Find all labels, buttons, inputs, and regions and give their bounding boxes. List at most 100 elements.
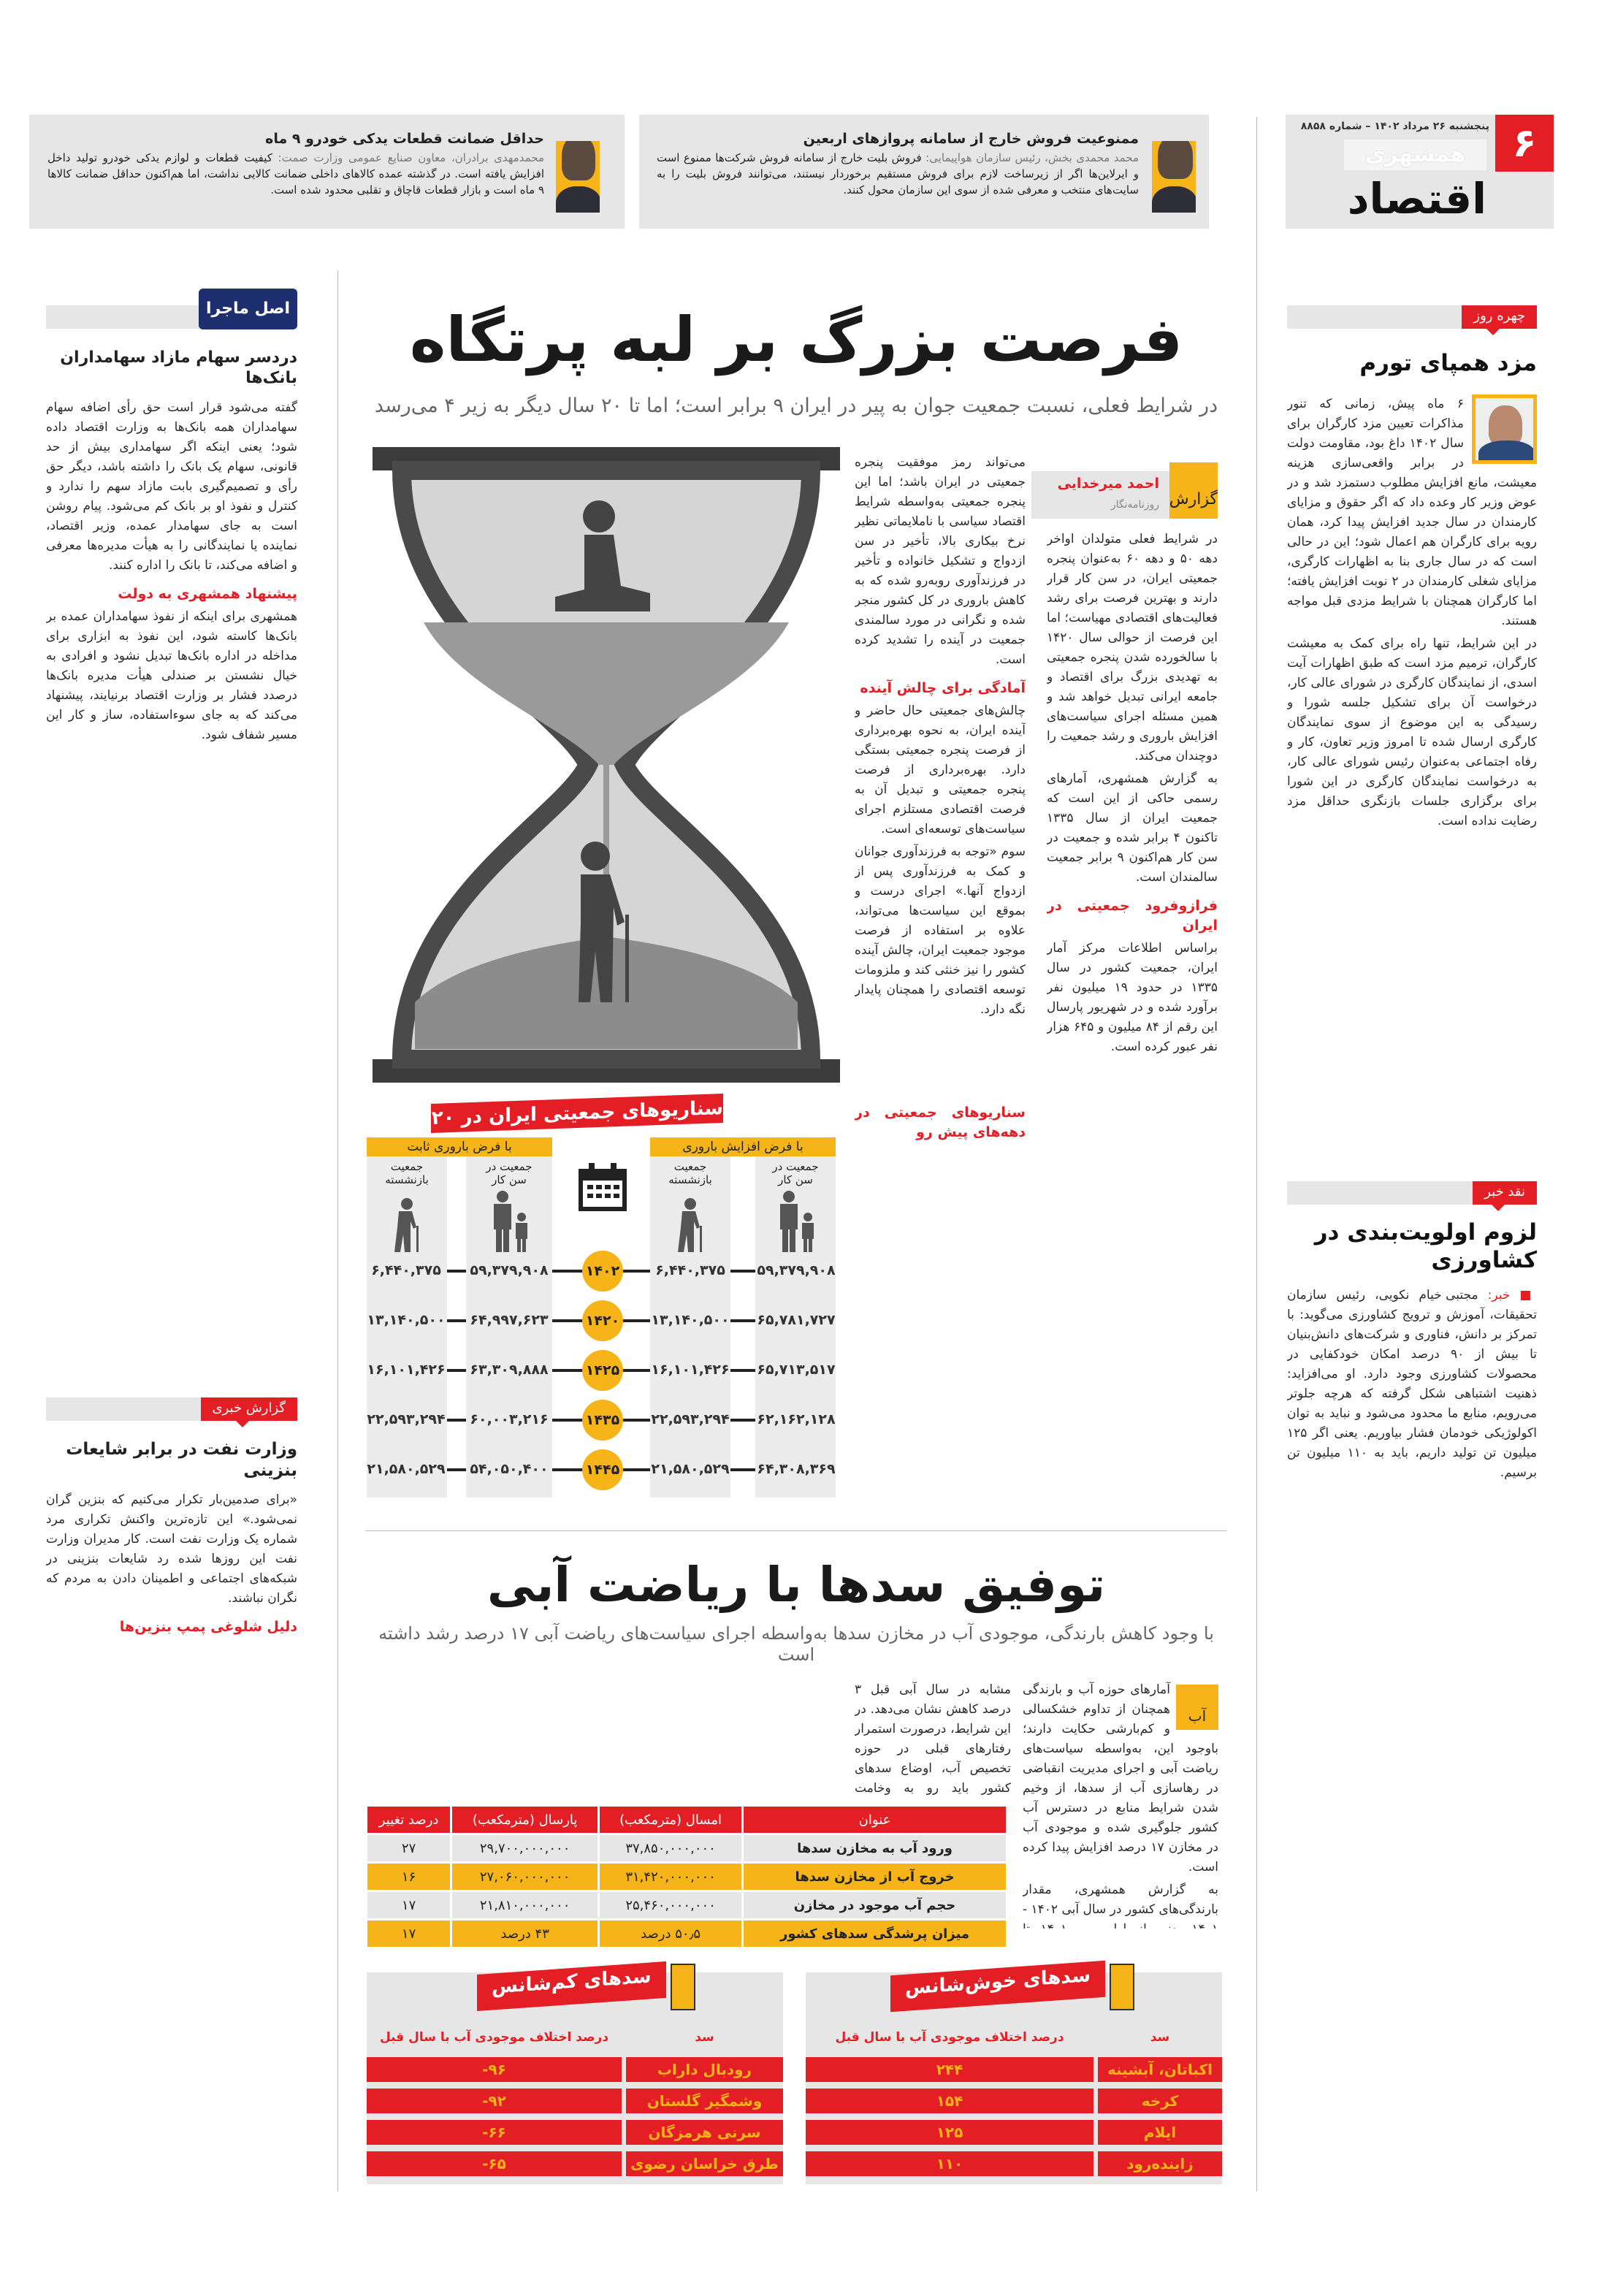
speaker-photo	[556, 141, 600, 213]
subheading: سناریوهای جمعیتی در دهه‌های پیش رو	[855, 1105, 1026, 1140]
label-text: گزارش خبری	[200, 1397, 297, 1427]
retired-value: ۶,۴۴۰,۳۷۵	[655, 1262, 725, 1278]
dam-change-value: -۶۶	[367, 2120, 622, 2145]
water-headline: توفیق سدها با ریاضت آبی	[486, 1557, 1106, 1613]
connector-line	[730, 1319, 755, 1322]
table-row: حجم آب موجود در مخازن ۲۵,۴۶۰,۰۰۰,۰۰۰ ۲۱,۸۱…	[367, 1892, 1006, 1918]
unlucky-dams-table: سدهای کم‌شانس سد درصد اختلاف موجودی آب ب…	[367, 1961, 783, 2184]
section-title: وزارت نفت در برابر شایعات بنزینی	[66, 1440, 297, 1480]
working-age-value: ۵۴,۰۵۰,۴۰۰	[470, 1461, 549, 1477]
elderly-figure-icon	[579, 842, 629, 1002]
quote-title: ممنوعیت فروش خارج از سامانه پروازهای ارب…	[803, 131, 1139, 147]
working-age-value: ۶۵,۷۱۳,۵۱۷	[757, 1362, 836, 1378]
seated-figure-icon	[555, 500, 650, 611]
lucky-dams-title: سدهای خوش‌شانس	[890, 1960, 1105, 2013]
working-age-value: ۶۳,۳۰۹,۸۸۸	[470, 1362, 549, 1378]
dam-name: ایلام	[1098, 2120, 1222, 2145]
paragraph: می‌تواند رمز موفقیت پنجره جمعیتی در ایرا…	[855, 455, 1026, 667]
article-column: گفته می‌شود قرار است حق رأی اضافه سهام س…	[46, 398, 297, 1377]
working-age-value: ۶۴,۹۹۷,۶۲۳	[470, 1312, 549, 1328]
article-column: ■ خبر: مجتبی خیام نکویی، رئیس سازمان تحق…	[1287, 1288, 1537, 1480]
article-column: ۶ ماه پیش، زمانی که تنور مذاکرات تعیین م…	[1287, 394, 1537, 1125]
table-cell: خروج آب از مخازن سدها	[744, 1864, 1006, 1890]
page-number-box: ۶	[1495, 115, 1554, 172]
water-stats-table: عنوان امسال (مترمکعب) پارسال (مترمکعب) درصد…	[365, 1804, 1008, 1949]
table-cell: ورود آب به مخازن سدها	[744, 1835, 1006, 1861]
year-badge: ۱۴۲۰	[582, 1300, 623, 1341]
year-badge: ۱۴۴۵	[582, 1449, 623, 1490]
quote-text: فروش بلیت خارج از سامانه فروش شرکت‌ها مم…	[657, 151, 1139, 197]
scenario-increase-header: با فرض افزایش باروری	[650, 1137, 836, 1156]
brand-main-logo: اقتصاد	[1347, 174, 1488, 224]
paragraph: آمارهای حوزه آب و بارندگی همچنان از تداو…	[1023, 1682, 1218, 1874]
paragraph: گفته می‌شود قرار است حق رأی اضافه سهام س…	[46, 400, 297, 573]
page-number: ۶	[1512, 120, 1537, 166]
hourglass-illustration	[373, 447, 840, 1083]
paragraph: سوم «توجه به فرزندآوری جوانان و کمک به ف…	[855, 844, 1026, 1017]
table-row: ورود آب به مخازن سدها ۳۷,۸۵۰,۰۰۰,۰۰۰ ۲۹,۷۰…	[367, 1835, 1006, 1861]
table-cell: ۱۷	[367, 1921, 451, 1947]
table-cell: ۱۶	[367, 1864, 451, 1890]
column-header: جمعیت بازنشسته	[668, 1160, 712, 1186]
retired-value: ۲۱,۵۸۰,۵۲۹	[651, 1461, 730, 1477]
dam-change-value: -۹۲	[367, 2089, 622, 2113]
section-label: چهره روز	[1287, 305, 1537, 335]
retired-value: ۶,۴۴۰,۳۷۵	[371, 1262, 441, 1278]
connector-line	[730, 1419, 755, 1422]
dam-change-value: ۱۵۴	[806, 2089, 1093, 2113]
article-column: در شرایط فعلی متولدان اواخر دهه ۵۰ و دهه…	[1047, 530, 1218, 1088]
connector-line	[552, 1468, 579, 1471]
top-quote-box: ممنوعیت فروش خارج از سامانه پروازهای ارب…	[639, 115, 1209, 229]
article-column: آب آمارهای حوزه آب و بارندگی همچنان از ت…	[1023, 1680, 1218, 1929]
column-header: جمعیت در سن کار	[772, 1160, 819, 1186]
dam-name: اکباتان، آبشینه	[1098, 2057, 1222, 2082]
water-subtitle: با وجود کاهش بارندگی، موجودی آب در مخازن…	[378, 1623, 1214, 1665]
table-cell: حجم آب موجود در مخازن	[744, 1892, 1006, 1918]
column-header: جمعیت در سن کار	[486, 1160, 533, 1186]
kicker-label: گزارش	[1169, 462, 1218, 519]
table-cell: ۴۳ درصد	[452, 1921, 598, 1947]
column-divider	[337, 270, 338, 2192]
retired-value: ۲۱,۵۸۰,۵۲۹	[367, 1461, 446, 1477]
article-column: می‌تواند رمز موفقیت پنجره جمعیتی در ایرا…	[855, 453, 1026, 1088]
retired-value: ۱۶,۱۰۱,۴۲۶	[367, 1362, 446, 1378]
paragraph: در شرایط فعلی متولدان اواخر دهه ۵۰ و دهه…	[1047, 532, 1218, 763]
top-quote-box: حداقل ضمانت قطعات یدکی خودرو ۹ ماه محمدم…	[29, 115, 625, 229]
working-age-value: ۶۵,۷۸۱,۷۲۷	[757, 1312, 836, 1328]
kicker-label: آب	[1176, 1685, 1218, 1730]
table-row: میزان پرشدگی سدهای کشور ۵۰٫۵ درصد ۴۳ درصد ۱…	[367, 1921, 1006, 1947]
section-title: دردسر سهام مازاد سهامداران بانک‌ها	[60, 348, 297, 387]
table-cell: ۲۷	[367, 1835, 451, 1861]
dam-name: سرنی هرمزگان	[626, 2120, 783, 2145]
label-text: نقد خبر	[1473, 1181, 1537, 1211]
asl-majara-logo: اصل ماجرا	[199, 289, 297, 329]
connector-line	[447, 1468, 466, 1471]
table-cell: ۳۱,۴۲۰,۰۰۰,۰۰۰	[600, 1864, 742, 1890]
column-header: جمعیت بازنشسته	[385, 1160, 429, 1186]
dam-icon	[1110, 1964, 1134, 2010]
paragraph: مجتبی خیام نکویی، رئیس سازمان تحقیقات، آ…	[1287, 1288, 1537, 1480]
subheading: آمادگی برای چالش آینده	[860, 680, 1026, 696]
subheading: دلیل شلوغی پمپ بنزین‌ها	[119, 1619, 297, 1635]
connector-line	[730, 1468, 755, 1471]
connector-line	[447, 1419, 466, 1422]
column-header: درصد تغییر	[367, 1807, 451, 1833]
subheading: پیشنهاد همشهری به دولت	[118, 586, 297, 602]
quote-text: کیفیت قطعات و لوازم یدکی خودرو تولید داخ…	[47, 151, 544, 197]
infographic-title: سناریوهای جمعیتی ایران در ۱۴۲۰	[408, 1094, 723, 1133]
working-age-people-icon	[494, 1191, 527, 1252]
column-header: عنوان	[744, 1807, 1006, 1833]
table-header-row: عنوان امسال (مترمکعب) پارسال (مترمکعب) درصد…	[367, 1807, 1006, 1833]
dam-change-value: ۲۴۴	[806, 2057, 1093, 2082]
masthead: ۶ پنجشنبه ۲۶ مرداد ۱۴۰۲ – شماره ۸۸۵۸ همش…	[1286, 115, 1554, 229]
issue-date: پنجشنبه ۲۶ مرداد ۱۴۰۲ – شماره ۸۸۵۸	[1300, 121, 1489, 132]
main-subtitle: در شرایط فعلی، نسبت جمعیت جوان به پیر در…	[374, 394, 1218, 417]
retired-person-icon	[678, 1198, 702, 1252]
column-divider	[1256, 117, 1257, 2192]
retired-person-icon	[394, 1198, 419, 1252]
paragraph: ۶ ماه پیش، زمانی که تنور مذاکرات تعیین م…	[1287, 397, 1537, 628]
article-column: «برای صدمین‌بار تکرار می‌کنیم که بنزین گ…	[46, 1490, 297, 2184]
year-badge: ۱۴۲۵	[582, 1350, 623, 1391]
brand-top-logo: همشهری	[1344, 140, 1486, 170]
lucky-dams-table: سدهای خوش‌شانس سد درصد اختلاف موجودی آب …	[806, 1960, 1222, 2184]
